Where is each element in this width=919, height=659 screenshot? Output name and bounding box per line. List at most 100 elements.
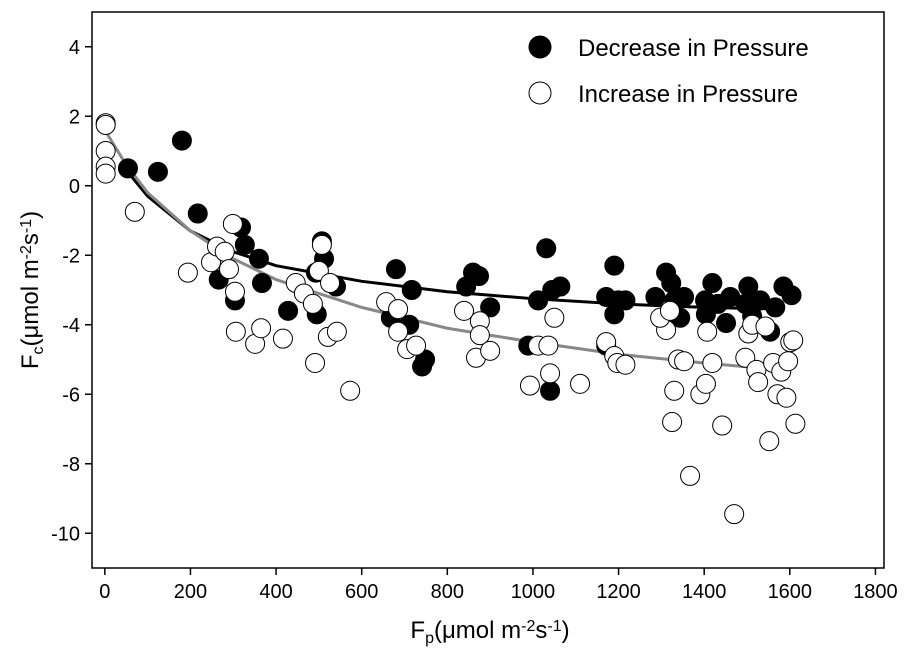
point (147, 161, 168, 182)
point (785, 413, 806, 434)
point (117, 158, 138, 179)
x-tick-label: 1400 (682, 581, 727, 603)
point (412, 356, 433, 377)
point (544, 307, 565, 328)
y-tick-label: 2 (69, 106, 80, 128)
point (248, 248, 269, 269)
point (480, 340, 501, 361)
point (385, 259, 406, 280)
point (406, 335, 427, 356)
point (748, 372, 769, 393)
x-tick-label: 1200 (596, 581, 641, 603)
point (538, 335, 559, 356)
point (697, 321, 718, 342)
legend-label: Decrease in Pressure (578, 35, 809, 62)
axis-label-part: -2 (521, 618, 535, 635)
point (712, 415, 733, 436)
point (702, 352, 723, 373)
axis-label-part: s (17, 233, 44, 245)
point (783, 330, 804, 351)
axis-label-part: p (425, 630, 434, 647)
point (177, 262, 198, 283)
point (171, 130, 192, 151)
axis-label-part: ) (562, 617, 570, 644)
point (214, 241, 235, 262)
point (326, 321, 347, 342)
point (124, 201, 145, 222)
point (662, 412, 683, 433)
point (454, 300, 475, 321)
point (388, 321, 409, 342)
x-tick-label: 600 (345, 581, 378, 603)
point (388, 299, 409, 320)
axis-label-part: F (17, 354, 44, 369)
point (724, 504, 745, 525)
y-tick-label: -8 (62, 454, 80, 476)
axis-label-part: -1 (18, 219, 35, 233)
point (311, 234, 332, 255)
point (765, 297, 786, 318)
point (469, 325, 490, 346)
axis-label-part: -1 (547, 618, 561, 635)
point (224, 281, 245, 302)
point (615, 354, 636, 375)
axis-label-part: ) (17, 211, 44, 219)
axis-label-part: s (535, 617, 547, 644)
y-label: Fc(μmol m-2s-1) (17, 211, 47, 369)
point (702, 273, 723, 294)
point (645, 286, 666, 307)
x-tick-label: 800 (431, 581, 464, 603)
point (674, 351, 695, 372)
axis-label-part: F (410, 617, 425, 644)
x-tick-label: 1800 (853, 581, 898, 603)
point (604, 304, 625, 325)
point (218, 259, 239, 280)
point (95, 114, 116, 135)
point (615, 290, 636, 311)
point (305, 352, 326, 373)
axis-label-part: c (30, 346, 47, 354)
point (480, 297, 501, 318)
point (320, 273, 341, 294)
fit-line (103, 129, 782, 372)
x-label: Fp(μmol m-2s-1) (410, 617, 569, 647)
point (222, 213, 243, 234)
point (278, 300, 299, 321)
axis-label-part: (μmol m (434, 617, 521, 644)
point (540, 363, 561, 384)
point (716, 313, 737, 334)
x-tick-label: 1000 (511, 581, 556, 603)
point (570, 373, 591, 394)
point (95, 163, 116, 184)
y-tick-label: -2 (62, 245, 80, 267)
point (401, 280, 422, 300)
y-tick-label: -4 (62, 315, 80, 337)
plot-frame (91, 11, 885, 569)
point (604, 255, 625, 276)
point (778, 351, 799, 372)
axis-label-part: (μmol m (17, 259, 44, 346)
point (550, 276, 571, 297)
point (340, 380, 361, 401)
point (272, 328, 293, 349)
legend-marker (528, 81, 552, 105)
y-tick-label: -10 (51, 523, 80, 545)
point (659, 300, 680, 321)
y-tick-label: -6 (62, 384, 80, 406)
point (469, 266, 490, 287)
x-tick-label: 0 (99, 581, 110, 603)
point (540, 380, 561, 401)
point (664, 380, 685, 401)
point (755, 316, 776, 337)
point (234, 234, 255, 255)
point (674, 286, 695, 307)
legend-label: Increase in Pressure (578, 81, 798, 108)
x-tick-label: 200 (174, 581, 207, 603)
point (528, 290, 549, 311)
point (187, 203, 208, 224)
x-tick-label: 1600 (768, 581, 813, 603)
point (759, 431, 780, 452)
y-tick-label: 4 (69, 37, 80, 59)
point (519, 375, 540, 396)
